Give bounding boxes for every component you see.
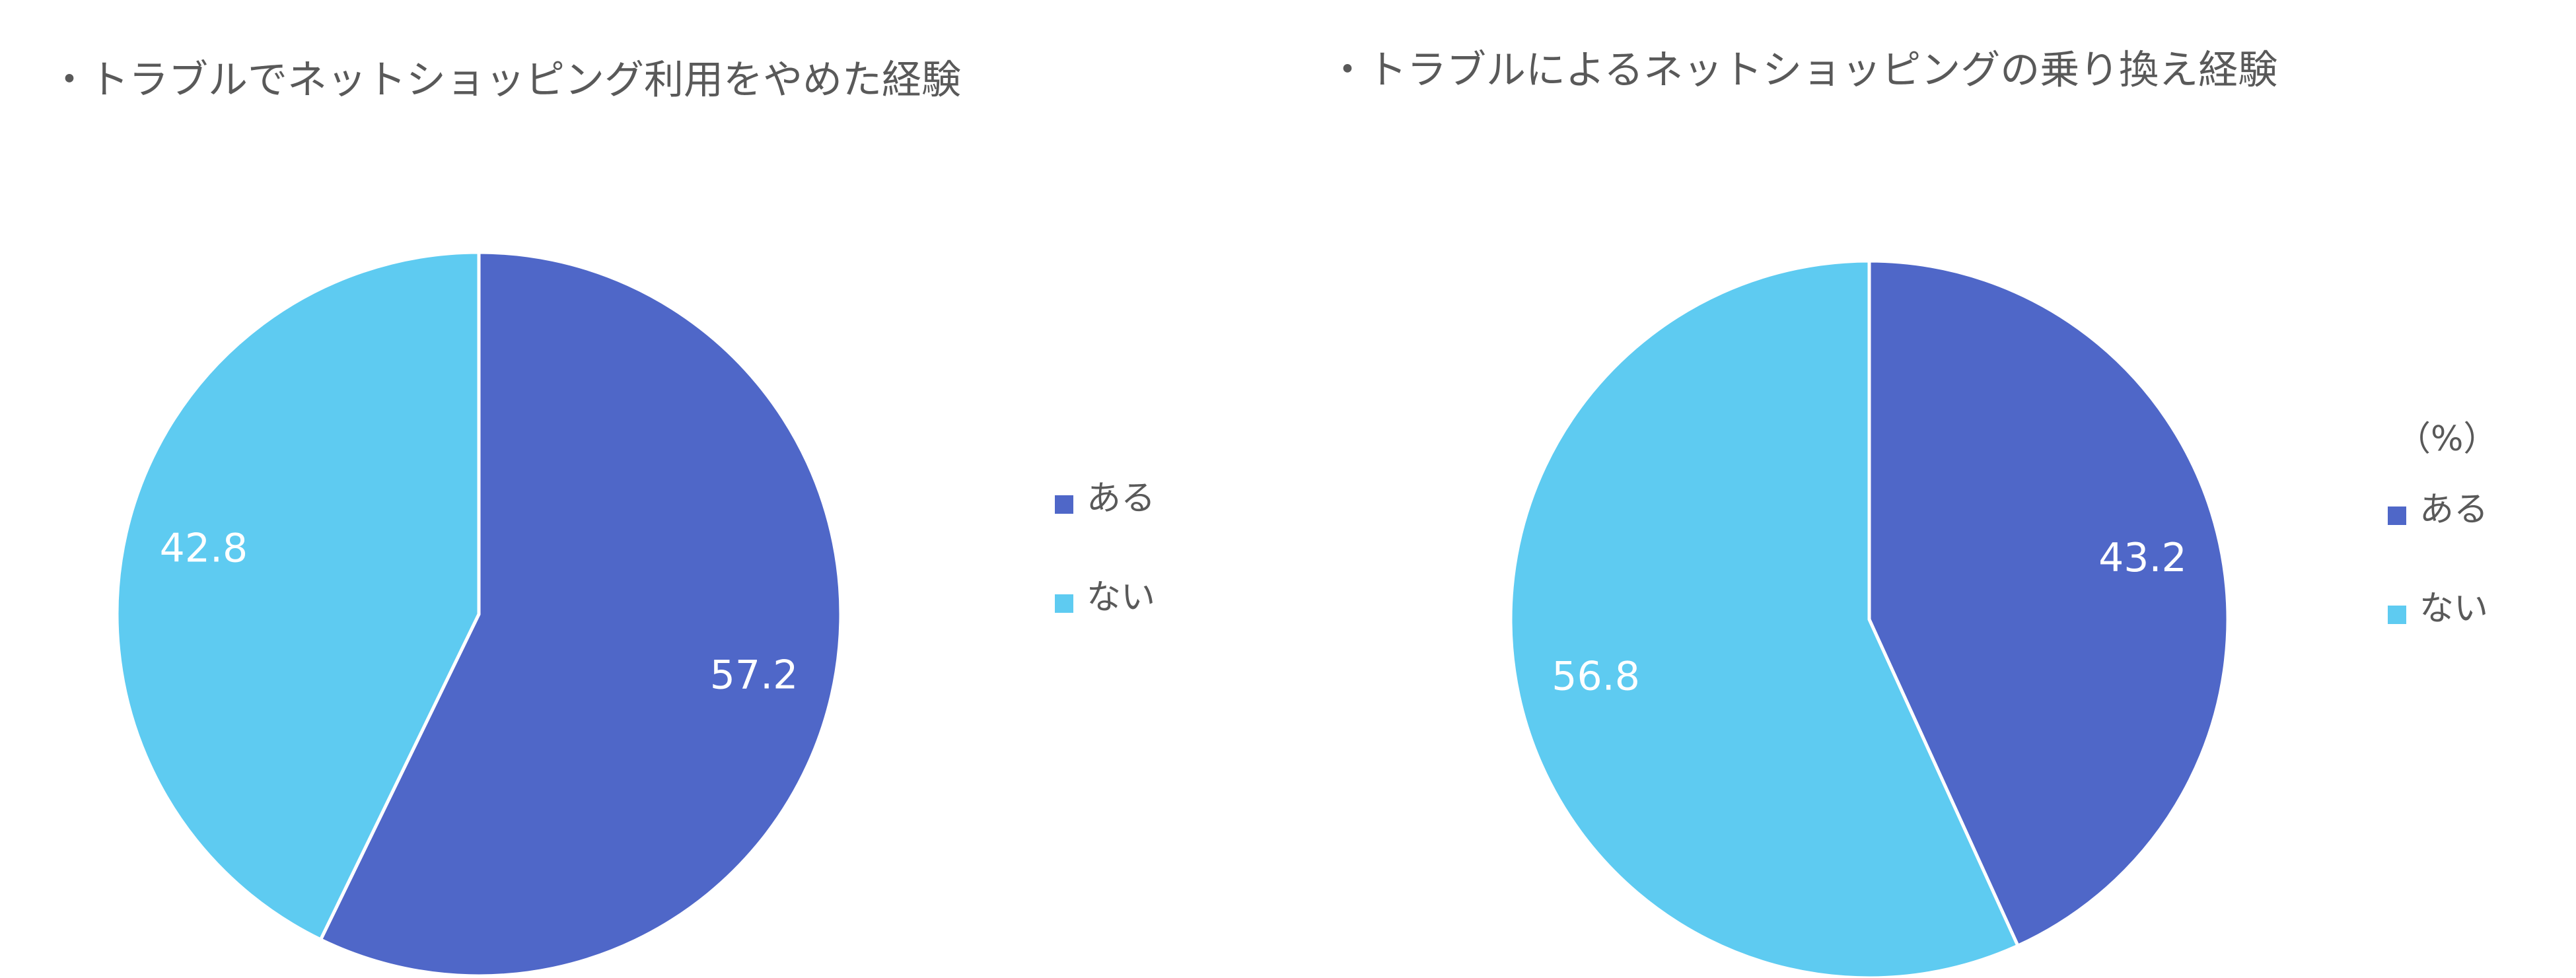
legend-swatch — [2388, 506, 2406, 525]
legend-label: ある — [1087, 479, 1155, 518]
pie-slice — [1867, 259, 2230, 948]
pie-slice — [318, 250, 843, 978]
legend-swatch — [2388, 606, 2406, 624]
chart-title: ・トラブルでネットショッピング利用をやめた経験 — [50, 57, 961, 104]
chart-title: ・トラブルによるネットショッピングの乗り換え経験 — [1328, 48, 2277, 94]
pie-slice — [115, 250, 481, 942]
data-label: 42.8 — [160, 526, 248, 572]
legend-swatch — [1055, 495, 1073, 514]
legend-label: ない — [1087, 578, 1155, 617]
pie-slice — [1509, 259, 2021, 978]
legend-label: ない — [2419, 589, 2488, 629]
unit-label: （%） — [2396, 419, 2497, 459]
data-label: 43.2 — [2098, 535, 2187, 581]
legend-label: ある — [2419, 490, 2488, 530]
data-label: 56.8 — [1552, 653, 1640, 699]
legend-swatch — [1055, 594, 1073, 613]
data-label: 57.2 — [710, 652, 799, 698]
